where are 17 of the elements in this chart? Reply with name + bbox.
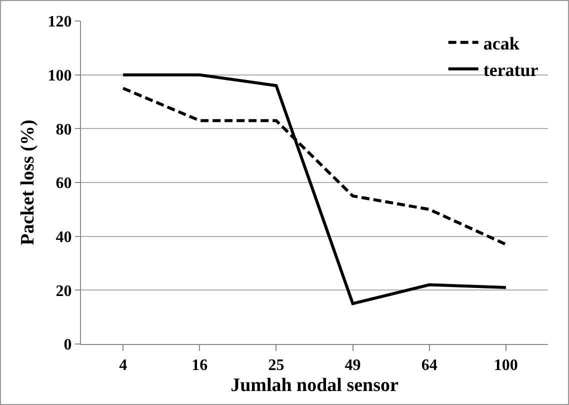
x-tick-label: 16 — [192, 357, 208, 374]
y-tick-label: 120 — [48, 14, 72, 31]
x-tick-label: 49 — [344, 357, 361, 374]
legend-label: acak — [483, 33, 520, 54]
x-tick-label: 25 — [268, 357, 284, 374]
y-tick-label: 20 — [56, 282, 72, 300]
y-tick-label: 100 — [48, 67, 72, 84]
x-tick-label: 64 — [421, 357, 438, 374]
x-axis-title: Jumlah nodal sensor — [230, 375, 400, 396]
x-tick-label: 4 — [119, 357, 128, 374]
y-axis-title: Packet loss (%) — [18, 120, 39, 246]
y-tick-label: 0 — [64, 336, 72, 354]
y-tick-label: 80 — [56, 121, 72, 138]
x-tick-label: 100 — [494, 357, 518, 374]
y-tick-label: 60 — [56, 175, 72, 192]
y-tick-label: 40 — [56, 228, 72, 246]
legend-label: teratur — [483, 60, 538, 80]
